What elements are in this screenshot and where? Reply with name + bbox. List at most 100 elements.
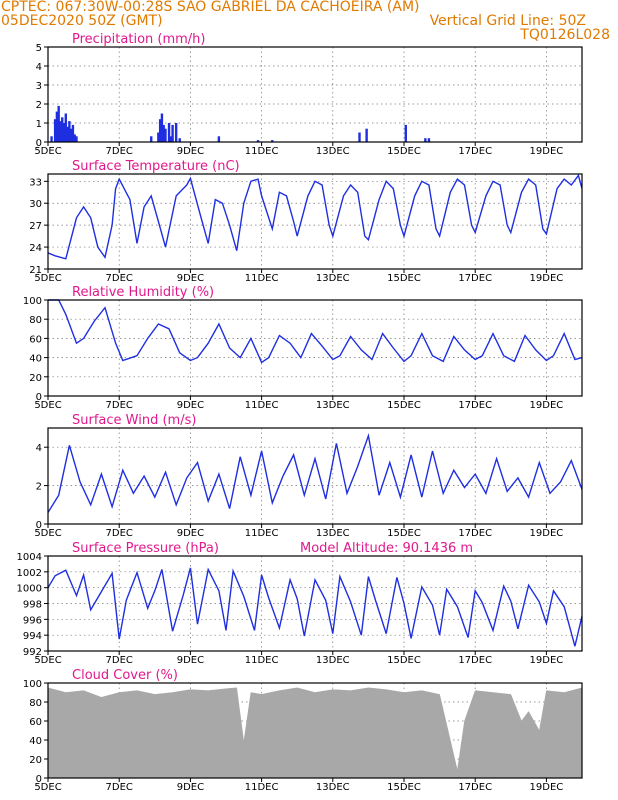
precip-bar xyxy=(169,136,173,142)
x-tick-label: 15DEC xyxy=(387,146,421,157)
x-tick-label: 15DEC xyxy=(387,273,421,284)
y-tick-label: 20 xyxy=(29,373,42,384)
x-tick-label: 7DEC xyxy=(106,655,133,666)
series-line-1 xyxy=(47,173,583,260)
y-tick-label: 60 xyxy=(29,717,42,728)
x-tick-label: 5DEC xyxy=(34,146,61,157)
precip-bar xyxy=(178,138,181,142)
precip-bar xyxy=(157,132,160,142)
y-tick-label: 4 xyxy=(36,62,42,73)
plot-frame xyxy=(47,555,583,652)
precip-bar xyxy=(174,123,178,142)
x-tick-label: 15DEC xyxy=(387,400,421,411)
x-tick-label: 9DEC xyxy=(177,782,204,793)
precip-bar xyxy=(69,128,73,142)
x-tick-label: 19DEC xyxy=(530,273,564,284)
x-tick-label: 11DEC xyxy=(245,782,279,793)
precip-bar xyxy=(271,140,274,142)
x-tick-label: 13DEC xyxy=(316,782,350,793)
x-tick-label: 9DEC xyxy=(177,146,204,157)
plot-frame xyxy=(47,682,583,779)
y-tick-label: 30 xyxy=(29,199,42,210)
y-tick-label: 60 xyxy=(29,334,42,345)
y-tick-label: 996 xyxy=(23,615,42,626)
precip-bar xyxy=(424,138,427,142)
y-tick-label: 80 xyxy=(29,315,42,326)
y-tick-label: 21 xyxy=(29,265,42,276)
precip-bar xyxy=(150,136,153,142)
x-tick-label: 17DEC xyxy=(458,782,492,793)
x-tick-label: 11DEC xyxy=(245,273,279,284)
x-tick-label: 17DEC xyxy=(458,273,492,284)
x-tick-label: 17DEC xyxy=(458,400,492,411)
precip-bar xyxy=(167,123,171,142)
precip-bar xyxy=(50,136,53,142)
y-tick-label: 1000 xyxy=(17,584,42,595)
x-tick-label: 19DEC xyxy=(530,655,564,666)
plot-frame xyxy=(47,427,583,525)
y-tick-label: 3 xyxy=(36,81,42,92)
y-tick-label: 4 xyxy=(36,443,42,454)
x-tick-label: 17DEC xyxy=(458,655,492,666)
y-tick-label: 20 xyxy=(29,755,42,766)
precip-bar xyxy=(217,136,221,142)
y-tick-label: 1004 xyxy=(17,552,42,563)
x-tick-label: 9DEC xyxy=(177,400,204,411)
x-tick-label: 11DEC xyxy=(245,655,279,666)
precip-bar xyxy=(75,136,78,142)
x-tick-label: 7DEC xyxy=(106,528,133,539)
x-tick-label: 13DEC xyxy=(316,146,350,157)
precip-bar xyxy=(53,119,57,142)
panel-title: Precipitation (mm/h) xyxy=(72,32,205,47)
x-tick-label: 9DEC xyxy=(177,273,204,284)
precip-bar xyxy=(256,140,260,142)
plot-frame xyxy=(47,46,583,143)
cloud-area xyxy=(47,687,583,779)
x-tick-label: 13DEC xyxy=(316,528,350,539)
precip-bar xyxy=(61,117,64,142)
precip-bar xyxy=(71,124,75,142)
y-tick-label: 40 xyxy=(29,736,42,747)
panel-title: Cloud Cover (%) xyxy=(72,668,178,683)
x-tick-label: 19DEC xyxy=(530,782,564,793)
panel-title: Relative Humidity (%) xyxy=(72,285,214,300)
y-tick-label: 994 xyxy=(23,631,42,642)
panel-annotation: Model Altitude: 90.1436 m xyxy=(300,541,473,556)
precip-bar xyxy=(55,111,59,142)
x-tick-label: 7DEC xyxy=(106,400,133,411)
y-tick-label: 992 xyxy=(23,647,42,658)
x-tick-label: 17DEC xyxy=(458,146,492,157)
y-tick-label: 1 xyxy=(36,119,42,130)
precip-bar xyxy=(68,121,71,142)
y-tick-label: 1002 xyxy=(17,568,42,579)
x-tick-label: 11DEC xyxy=(245,528,279,539)
x-tick-label: 15DEC xyxy=(387,655,421,666)
plot-frame xyxy=(47,173,583,270)
x-tick-label: 5DEC xyxy=(34,400,61,411)
x-tick-label: 19DEC xyxy=(530,146,564,157)
y-tick-label: 100 xyxy=(23,296,42,307)
panel-0: 5DEC 7DEC 9DEC 11DEC 13DEC 15DEC 17DEC 19DEC 0 1 2… xyxy=(34,32,583,157)
x-tick-label: 15DEC xyxy=(387,528,421,539)
y-tick-label: 27 xyxy=(29,221,42,232)
precip-bar xyxy=(59,121,62,142)
y-tick-label: 40 xyxy=(29,354,42,365)
precip-bar xyxy=(427,138,431,142)
panel-1: 5DEC 7DEC 9DEC 11DEC 13DEC 15DEC 17DEC 19DEC 21 2… xyxy=(29,159,583,284)
y-tick-label: 0 xyxy=(36,520,42,531)
x-tick-label: 5DEC xyxy=(34,273,61,284)
panel-2: 5DEC 7DEC 9DEC 11DEC 13DEC 15DEC 17DEC 19DEC 0 20… xyxy=(23,285,583,411)
y-tick-label: 2 xyxy=(36,100,42,111)
x-tick-label: 13DEC xyxy=(316,400,350,411)
panel-4: 5DEC 7DEC 9DEC 11DEC 13DEC 15DEC 17DEC 19DEC 992… xyxy=(17,541,583,666)
x-tick-label: 7DEC xyxy=(106,146,133,157)
y-tick-label: 0 xyxy=(36,774,42,785)
y-tick-label: 5 xyxy=(36,43,42,54)
precip-bar xyxy=(73,134,76,142)
precip-bar xyxy=(64,113,67,142)
x-tick-label: 19DEC xyxy=(530,400,564,411)
panel-5: 5DEC 7DEC 9DEC 11DEC 13DEC 15DEC 17DEC 19DEC 0 20… xyxy=(23,668,583,793)
x-tick-label: 17DEC xyxy=(458,528,492,539)
x-tick-label: 9DEC xyxy=(177,528,204,539)
precip-bar xyxy=(162,124,165,142)
